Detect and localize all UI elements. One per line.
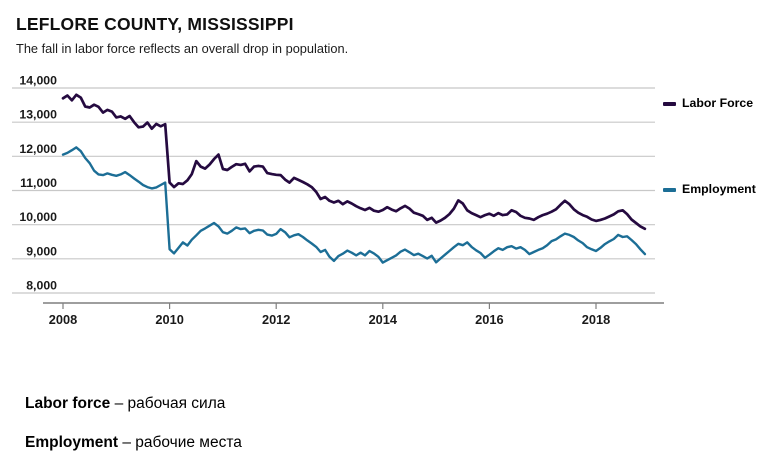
y-tick-label: 11,000 bbox=[20, 176, 57, 190]
glossary-definition-employment: – рабочие места bbox=[118, 434, 242, 451]
glossary-term-labor-force: Labor force bbox=[25, 395, 111, 412]
glossary-definition-labor-force: – рабочая сила bbox=[110, 395, 226, 412]
chart-header: LEFLORE COUNTY, MISSISSIPPI The fall in … bbox=[16, 14, 348, 56]
glossary-term-employment: Employment bbox=[25, 434, 119, 451]
labor-force-line bbox=[61, 93, 647, 231]
chart-title: LEFLORE COUNTY, MISSISSIPPI bbox=[16, 14, 294, 34]
employment-swatch bbox=[663, 188, 676, 192]
y-tick-label: 12,000 bbox=[19, 142, 57, 156]
legend-label-employment: Employment bbox=[682, 182, 756, 196]
employment-line bbox=[61, 146, 647, 264]
chart-subtitle: The fall in labor force reflects an over… bbox=[16, 41, 349, 56]
x-tick-label: 2010 bbox=[155, 312, 183, 327]
x-tick-label: 2012 bbox=[262, 312, 290, 327]
x-tick-label: 2018 bbox=[582, 312, 610, 327]
x-tick-label: 2016 bbox=[475, 312, 503, 327]
y-tick-label: 8,000 bbox=[26, 279, 57, 293]
gridlines: 14,000 13,000 12,000 11,000 10,000 9,000 8,000 bbox=[12, 74, 655, 294]
legend-label-labor-force: Labor Force bbox=[682, 96, 754, 110]
glossary-line-labor-force: Labor force – рабочая сила bbox=[25, 395, 225, 413]
y-tick-label: 9,000 bbox=[26, 244, 57, 258]
y-tick-label: 13,000 bbox=[19, 108, 57, 122]
labor-force-swatch bbox=[663, 102, 676, 106]
x-tick-label: 2014 bbox=[369, 312, 398, 327]
legend-item-employment: Employment bbox=[663, 182, 756, 197]
y-tick-label: 10,000 bbox=[19, 210, 57, 224]
glossary-line-employment: Employment – рабочие места bbox=[25, 434, 242, 452]
line-chart: 14,000 13,000 12,000 11,000 10,000 9,000 8,000… bbox=[12, 74, 664, 327]
x-axis: 2008 2010 2012 2014 2016 2018 bbox=[43, 302, 664, 327]
y-tick-label: 14,000 bbox=[19, 74, 57, 88]
x-tick-label: 2008 bbox=[49, 312, 77, 327]
legend-item-labor-force: Labor Force bbox=[663, 96, 754, 111]
